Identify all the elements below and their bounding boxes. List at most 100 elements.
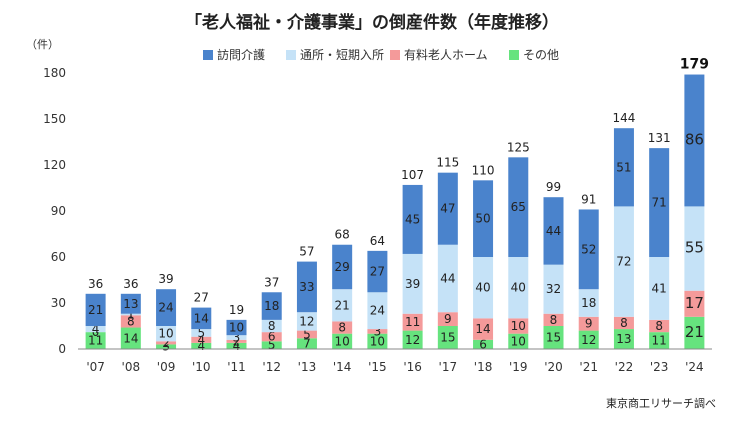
bar-segment [649, 148, 670, 257]
x-tick-label: '21 [579, 360, 598, 374]
segment-label: 10 [229, 321, 244, 335]
legend-label: 通所・短期入所 [300, 48, 384, 62]
bar-segment [367, 292, 388, 330]
total-label: 179 [680, 57, 709, 73]
x-tick-label: '19 [509, 360, 528, 374]
segment-label: 24 [158, 301, 173, 315]
bar-segment [226, 335, 247, 340]
segment-label: 4 [197, 333, 205, 347]
legend-swatch [390, 50, 400, 60]
bar-segment [85, 332, 106, 349]
bar-segment [120, 293, 141, 314]
bar-segment [543, 313, 564, 326]
bar-segment [85, 293, 106, 326]
segment-label: 18 [581, 296, 596, 310]
segment-label: 8 [550, 313, 558, 327]
total-label: 39 [158, 272, 173, 286]
segment-label: 13 [616, 332, 631, 346]
bar-segment [473, 339, 494, 349]
segment-label: 10 [335, 334, 350, 348]
total-label: 144 [612, 111, 635, 125]
bar-segment [120, 327, 141, 349]
bar-segment [156, 344, 177, 349]
x-tick-label: '18 [474, 360, 493, 374]
chart-title: 「老人福祉・介護事業」の倒産件数（年度推移） [185, 12, 559, 33]
legend-swatch [286, 50, 296, 60]
x-tick-label: '07 [86, 360, 105, 374]
bar-segment [508, 333, 529, 349]
segment-label: 27 [370, 265, 385, 279]
bar-segment [296, 261, 317, 313]
segment-label: 2 [162, 336, 170, 350]
segment-label: 4 [197, 339, 205, 353]
segment-label: 32 [546, 282, 561, 296]
segment-label: 44 [440, 271, 455, 285]
x-tick-label: '22 [615, 360, 634, 374]
x-tick-label: '11 [227, 360, 246, 374]
bar-segment [367, 333, 388, 349]
bar-segment [261, 332, 282, 342]
segment-label: 47 [440, 202, 455, 216]
bar-segment [156, 341, 177, 345]
segment-label: 18 [264, 299, 279, 313]
segment-label: 3 [233, 331, 241, 345]
segment-label: 44 [546, 224, 561, 238]
bar-segment [473, 257, 494, 319]
bar-segment [226, 342, 247, 349]
segment-label: 55 [685, 239, 704, 257]
legend-swatch [203, 50, 213, 60]
segment-label: 8 [655, 319, 663, 333]
bar-segment [684, 74, 705, 207]
segment-label: 11 [652, 334, 667, 348]
bar-segment [684, 290, 705, 317]
legend-label: 訪問介護 [217, 47, 265, 62]
x-tick-label: '14 [333, 360, 352, 374]
x-tick-label: '23 [650, 360, 669, 374]
segment-label: 8 [338, 321, 346, 335]
segment-label: 51 [616, 160, 631, 174]
bar-segment [543, 197, 564, 265]
segment-label: 11 [88, 334, 103, 348]
segment-label: 14 [475, 322, 490, 336]
total-label: 19 [229, 303, 244, 317]
y-tick-label: 0 [58, 342, 66, 356]
segment-label: 12 [299, 314, 314, 328]
segment-label: 6 [268, 330, 276, 344]
bar-segment [613, 128, 634, 207]
bar-segment [508, 257, 529, 319]
segment-label: 41 [652, 281, 667, 295]
segment-label: 21 [335, 298, 350, 312]
total-label: 27 [194, 291, 209, 305]
x-tick-label: '09 [157, 360, 176, 374]
bar-segment [296, 330, 317, 339]
bar-segment [578, 316, 599, 331]
bar-segment [684, 316, 705, 349]
y-tick-label: 60 [51, 250, 66, 264]
bar-segment [120, 315, 141, 328]
bar-segment [437, 312, 458, 326]
legend: 訪問介護 通所・短期入所 有料老人ホーム その他 [203, 47, 559, 62]
segment-label: 14 [194, 311, 209, 325]
total-label: 115 [436, 156, 459, 170]
segment-label: 86 [685, 130, 704, 148]
segment-label: 5 [197, 326, 205, 340]
bar-segment [191, 336, 212, 343]
x-tick-label: '20 [544, 360, 563, 374]
bar-segment [156, 289, 177, 326]
y-tick-label: 90 [51, 204, 66, 218]
segment-label: 10 [511, 334, 526, 348]
bar-segment [473, 180, 494, 257]
bar-segment [367, 250, 388, 293]
bar-segment [261, 292, 282, 320]
x-tick-label: '08 [122, 360, 141, 374]
segment-label: 2 [233, 334, 241, 348]
segment-label: 10 [158, 327, 173, 341]
y-tick-label: 180 [43, 66, 66, 80]
total-label: 36 [88, 277, 103, 291]
bars: 1104213614811336321024394451427423101956… [85, 57, 709, 354]
segment-label: 10 [370, 334, 385, 348]
x-tick-label: '13 [298, 360, 317, 374]
segment-label: 12 [581, 333, 596, 347]
segment-label: 40 [511, 281, 526, 295]
bar-segment [684, 206, 705, 291]
